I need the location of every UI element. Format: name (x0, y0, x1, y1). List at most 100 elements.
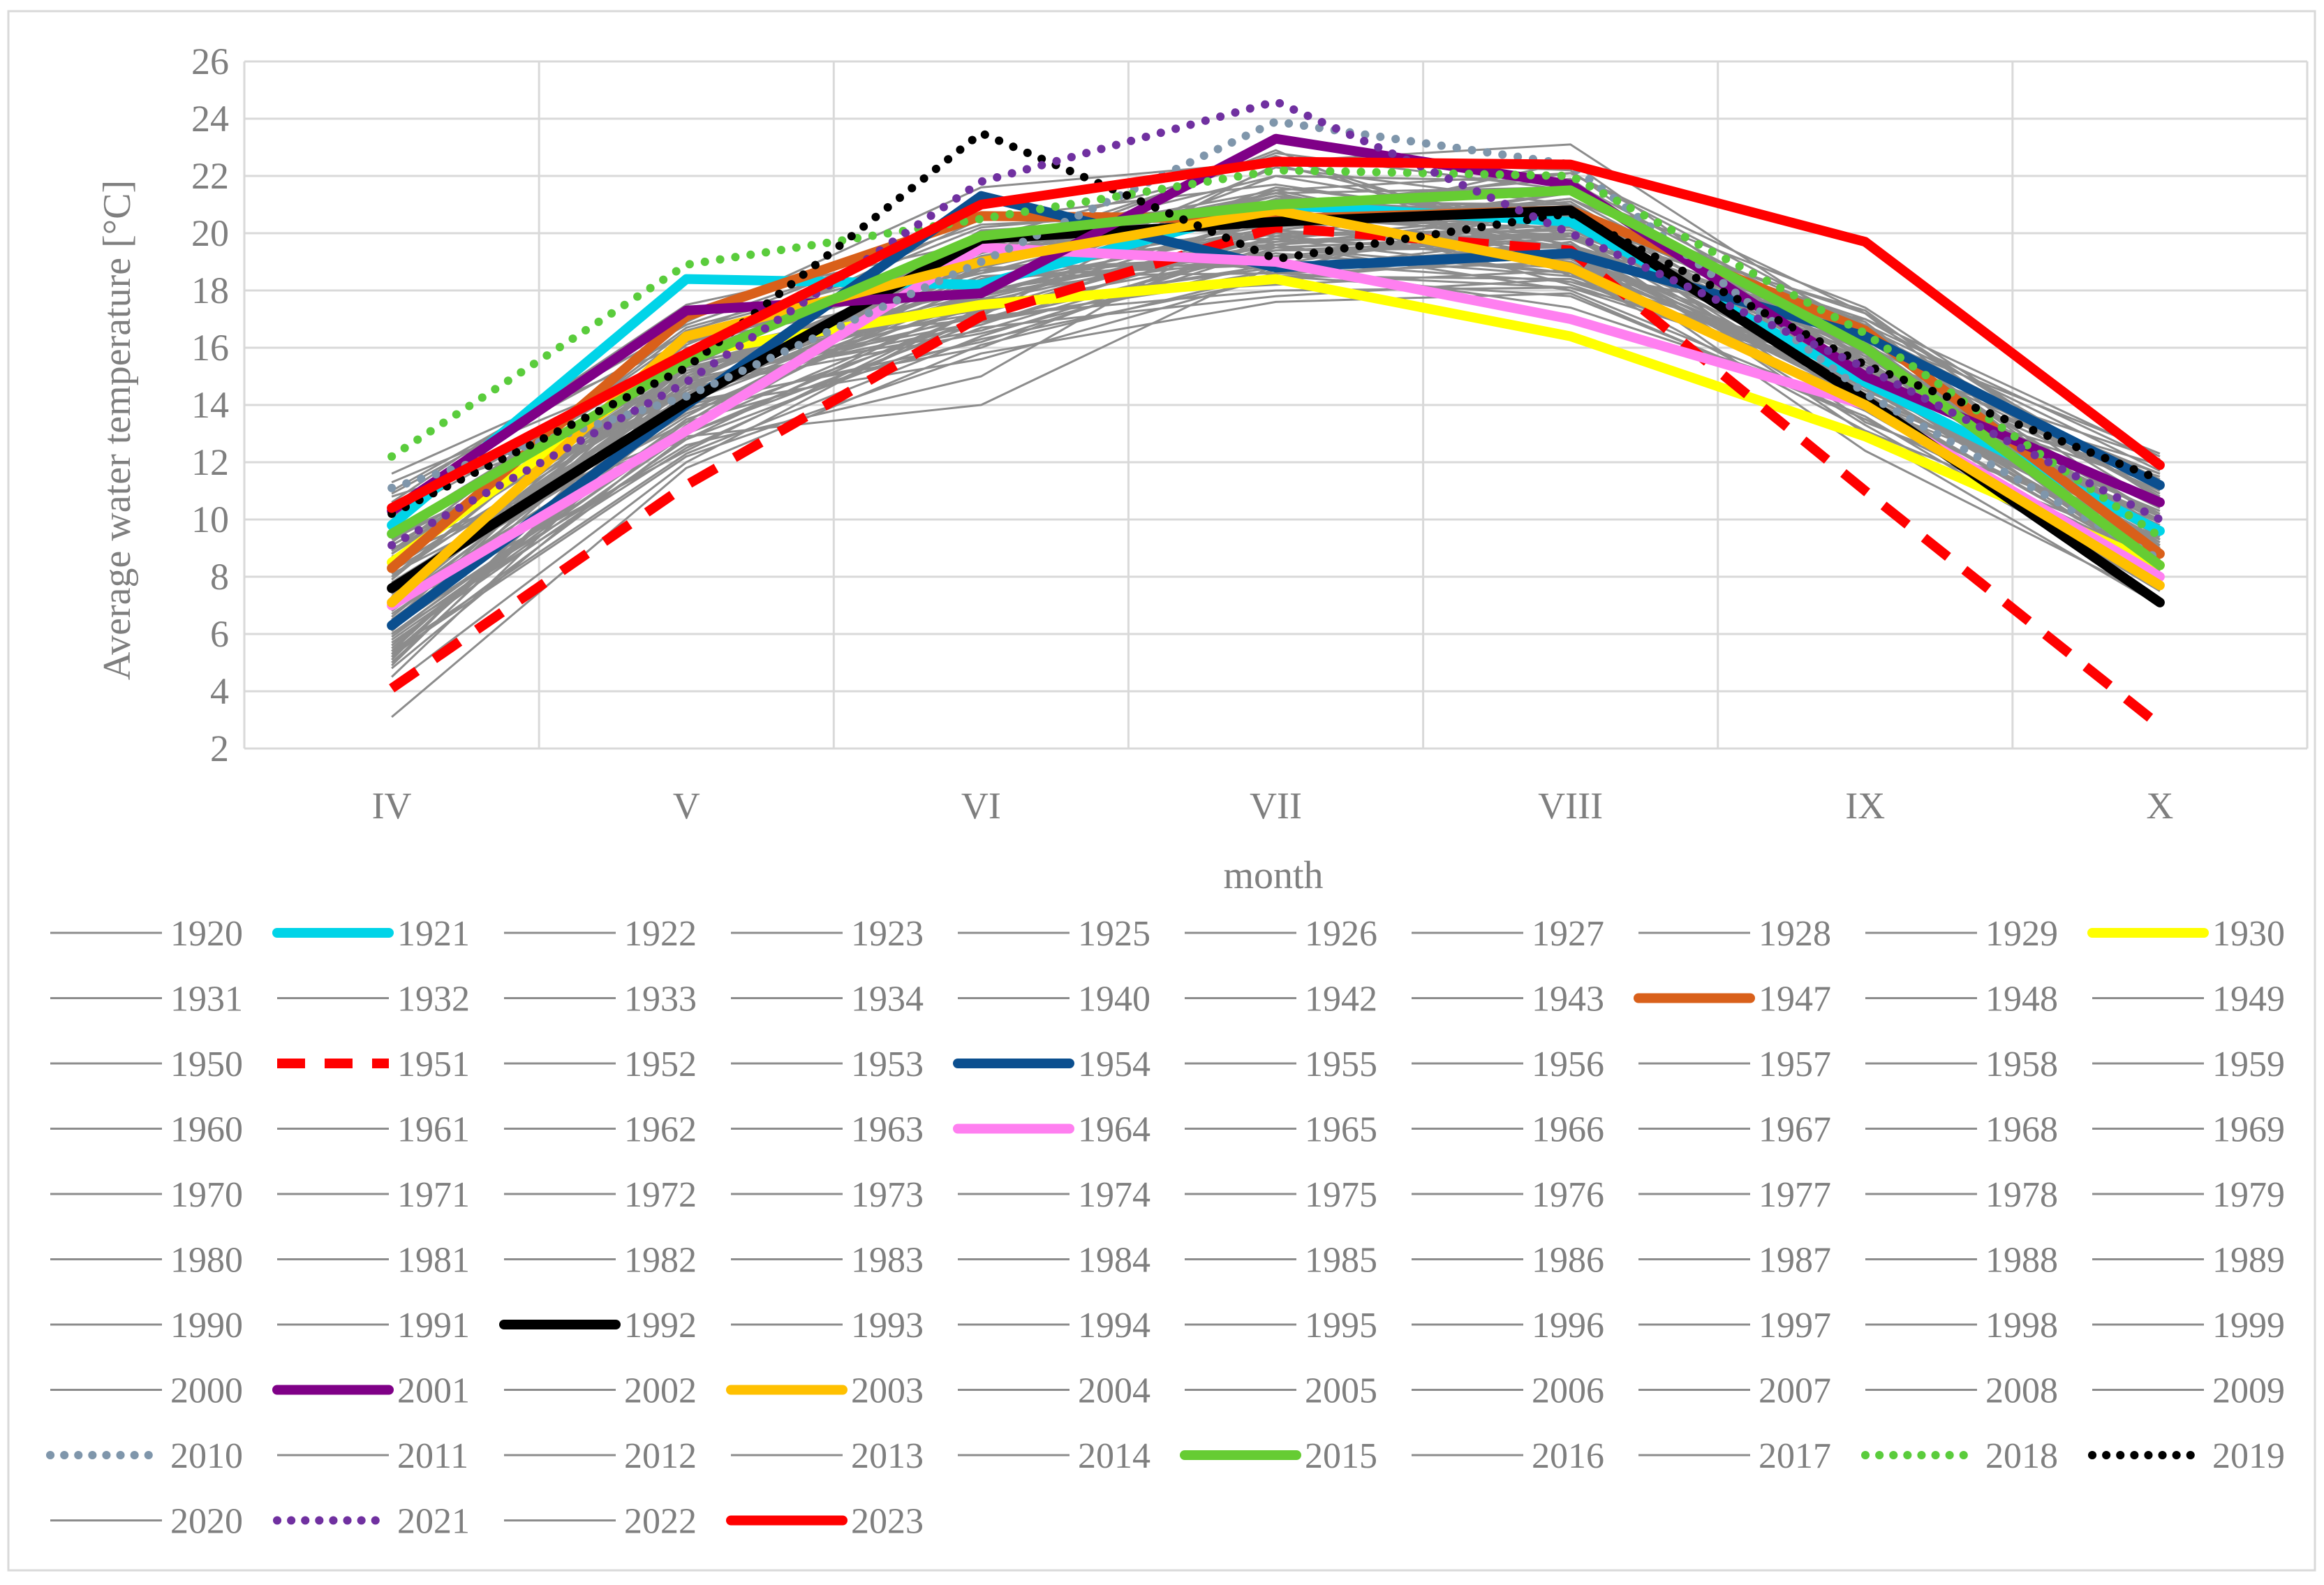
y-tick-label: 16 (191, 327, 229, 369)
x-tick-label: V (673, 785, 700, 827)
y-tick-label: 22 (191, 155, 229, 197)
y-tick-label: 12 (191, 441, 229, 483)
legend-label: 2009 (2212, 1371, 2285, 1411)
y-tick-label: 4 (210, 670, 229, 712)
legend-label: 1925 (1078, 914, 1150, 954)
legend-label: 1977 (1759, 1175, 1831, 1215)
legend-label: 1956 (1532, 1045, 1604, 1084)
x-axis-title: month (1223, 854, 1323, 897)
legend-label: 1964 (1078, 1110, 1150, 1150)
legend-label: 1954 (1078, 1045, 1150, 1084)
y-tick-label: 2 (210, 728, 229, 769)
legend-label: 2021 (397, 1502, 470, 1542)
legend-label: 1997 (1759, 1306, 1831, 1346)
legend-label: 1976 (1532, 1175, 1604, 1215)
legend-label: 1942 (1305, 980, 1377, 1019)
legend-label: 1991 (397, 1306, 470, 1346)
legend-label: 1984 (1078, 1241, 1150, 1281)
legend-label: 1930 (2212, 914, 2285, 954)
legend-label: 1974 (1078, 1175, 1150, 1215)
x-tick-label: IV (372, 785, 412, 827)
legend-label: 1921 (397, 914, 470, 954)
legend-label: 1923 (851, 914, 924, 954)
legend-label: 1926 (1305, 914, 1377, 954)
legend-label: 1932 (397, 980, 470, 1019)
legend-label: 2017 (1759, 1436, 1831, 1476)
legend-label: 2018 (1985, 1436, 2058, 1476)
legend-label: 2004 (1078, 1371, 1150, 1411)
y-tick-label: 20 (191, 212, 229, 254)
legend-label: 1948 (1985, 980, 2058, 1019)
legend-label: 2019 (2212, 1436, 2285, 1476)
legend-label: 1961 (397, 1110, 470, 1150)
legend-label: 1972 (624, 1175, 697, 1215)
legend-label: 1975 (1305, 1175, 1377, 1215)
legend-label: 1940 (1078, 980, 1150, 1019)
legend-label: 1987 (1759, 1241, 1831, 1281)
legend-label: 1994 (1078, 1306, 1150, 1346)
legend-label: 1962 (624, 1110, 697, 1150)
legend-label: 1922 (624, 914, 697, 954)
legend-label: 2002 (624, 1371, 697, 1411)
legend-label: 1971 (397, 1175, 470, 1215)
legend-label: 1989 (2212, 1241, 2285, 1281)
legend-label: 1947 (1759, 980, 1831, 1019)
legend-label: 2014 (1078, 1436, 1150, 1476)
legend-label: 1980 (170, 1241, 243, 1281)
legend-label: 1983 (851, 1241, 924, 1281)
legend-label: 2013 (851, 1436, 924, 1476)
legend-label: 2011 (397, 1436, 468, 1476)
y-tick-label: 10 (191, 499, 229, 540)
legend-label: 1985 (1305, 1241, 1377, 1281)
legend-label: 1929 (1985, 914, 2058, 954)
legend-label: 2016 (1532, 1436, 1604, 1476)
legend-label: 1973 (851, 1175, 924, 1215)
y-axis-title: Average water temperature [°C] (96, 180, 139, 680)
legend-label: 1965 (1305, 1110, 1377, 1150)
legend-label: 1993 (851, 1306, 924, 1346)
legend-label: 1966 (1532, 1110, 1604, 1150)
y-tick-label: 24 (191, 98, 229, 140)
y-tick-label: 8 (210, 556, 229, 598)
legend-label: 2005 (1305, 1371, 1377, 1411)
legend-label: 1928 (1759, 914, 1831, 954)
legend-label: 2000 (170, 1371, 243, 1411)
legend-label: 1990 (170, 1306, 243, 1346)
chart-area-border (8, 11, 2315, 1570)
x-tick-label: VII (1250, 785, 1302, 827)
legend-label: 1951 (397, 1045, 470, 1084)
legend-label: 1998 (1985, 1306, 2058, 1346)
legend-label: 1967 (1759, 1110, 1831, 1150)
legend-label: 2023 (851, 1502, 924, 1542)
legend-label: 2003 (851, 1371, 924, 1411)
legend-label: 1953 (851, 1045, 924, 1084)
legend-label: 1931 (170, 980, 243, 1019)
legend-label: 1995 (1305, 1306, 1377, 1346)
legend-label: 1992 (624, 1306, 697, 1346)
x-tick-label: X (2146, 785, 2173, 827)
legend-label: 1959 (2212, 1045, 2285, 1084)
legend-label: 1934 (851, 980, 924, 1019)
chart-root: 2 4 6 8 10 12 14 16 18 20 22 24 26 IV V VI VII VIII IX X A… (0, 0, 2324, 1582)
legend-label: 1986 (1532, 1241, 1604, 1281)
legend-label: 1958 (1985, 1045, 2058, 1084)
legend-label: 1952 (624, 1045, 697, 1084)
x-tick-label: IX (1845, 785, 1885, 827)
y-tick-label: 26 (191, 40, 229, 82)
legend-label: 1933 (624, 980, 697, 1019)
legend-label: 1927 (1532, 914, 1604, 954)
legend-label: 1950 (170, 1045, 243, 1084)
legend-label: 1920 (170, 914, 243, 954)
legend-label: 1968 (1985, 1110, 2058, 1150)
legend-label: 2012 (624, 1436, 697, 1476)
legend-label: 1970 (170, 1175, 243, 1215)
legend-label: 2020 (170, 1502, 243, 1542)
legend-label: 1957 (1759, 1045, 1831, 1084)
legend-label: 1969 (2212, 1110, 2285, 1150)
legend-label: 1982 (624, 1241, 697, 1281)
legend-label: 1978 (1985, 1175, 2058, 1215)
legend-label: 1949 (2212, 980, 2285, 1019)
legend-label: 1943 (1532, 980, 1604, 1019)
legend-label: 1955 (1305, 1045, 1377, 1084)
legend-label: 2015 (1305, 1436, 1377, 1476)
